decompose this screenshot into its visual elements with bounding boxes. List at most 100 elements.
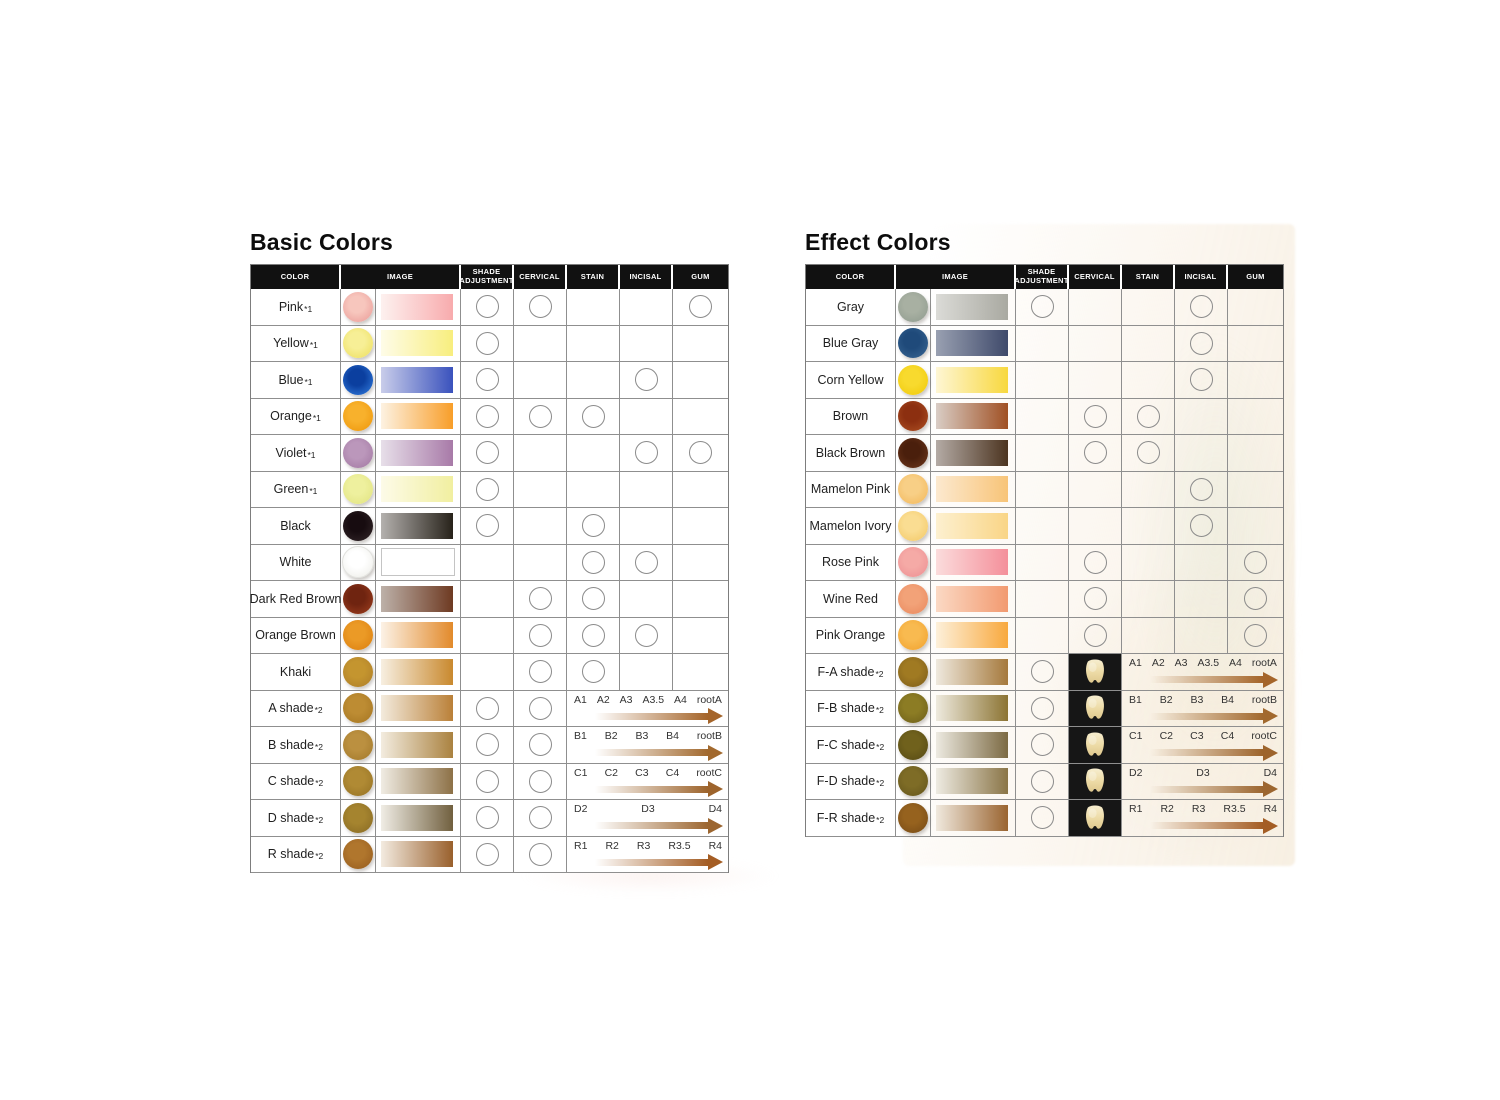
shade-step-label: C4 xyxy=(665,766,680,779)
cell-color-bar xyxy=(931,325,1016,362)
footnote-marker: *2 xyxy=(314,705,323,716)
color-dot xyxy=(343,328,373,359)
effect-row-f-c-shade: F-C shade*2 C1 C2 C3 C4 rootC xyxy=(806,727,1283,764)
cell-color-name: Gray xyxy=(806,289,896,326)
cell-gum xyxy=(673,398,728,435)
applicable-circle-stain xyxy=(581,587,605,611)
cell-cervical xyxy=(514,471,567,508)
column-header-image: IMAGE xyxy=(341,265,461,289)
applicable-circle-stain xyxy=(581,660,605,684)
color-dot xyxy=(898,583,928,614)
cell-color-dot xyxy=(896,800,931,837)
cell-color-dot xyxy=(896,690,931,727)
applicable-circle-shade_adjustment xyxy=(475,295,499,319)
cell-shade_adjustment xyxy=(1016,362,1069,399)
color-gradient-bar xyxy=(936,658,1008,685)
cell-color-name: Wine Red xyxy=(806,581,896,618)
shade-step-label: C3 xyxy=(635,766,649,779)
row-label: Brown xyxy=(832,409,869,424)
cell-gum xyxy=(673,617,728,654)
shade-arrow xyxy=(1128,708,1278,725)
color-dot xyxy=(343,693,373,724)
shade-step-label: B4 xyxy=(666,730,679,742)
cell-shade_adjustment xyxy=(461,836,514,873)
applicable-circle-stain xyxy=(581,404,605,428)
shade-arrow xyxy=(573,744,723,761)
cell-cervical xyxy=(1069,617,1122,654)
applicable-circle-cervical xyxy=(1083,587,1107,611)
cell-shade_adjustment xyxy=(1016,508,1069,545)
row-label: F-A shade*2 xyxy=(817,664,884,679)
color-dot xyxy=(898,656,928,687)
color-gradient-bar xyxy=(381,658,453,685)
cell-shade_adjustment xyxy=(461,508,514,545)
cell-color-dot xyxy=(341,398,376,435)
effect-colors-title: Effect Colors xyxy=(805,229,951,255)
cell-color-bar xyxy=(376,617,461,654)
cell-cervical xyxy=(514,800,567,837)
footnote-marker: *1 xyxy=(304,376,313,387)
cell-color-dot xyxy=(341,471,376,508)
shade-step-label: D2 xyxy=(1129,766,1143,779)
cell-color-bar xyxy=(931,289,1016,326)
cell-gum xyxy=(673,544,728,581)
cell-stain xyxy=(567,362,620,399)
effect-row-corn-yellow: Corn Yellow xyxy=(806,362,1283,399)
shade-step-label: R3.5 xyxy=(668,839,691,852)
shade-arrow-labels: A1 A2 A3 A3.5 A4 rootA xyxy=(573,694,723,707)
cell-shade-arrow: R1 R2 R3 R3.5 R4 xyxy=(1122,800,1283,837)
cell-color-dot xyxy=(341,325,376,362)
cell-shade_adjustment xyxy=(1016,690,1069,727)
color-gradient-bar xyxy=(381,476,453,503)
cell-shade-arrow: B1 B2 B3 B4 rootB xyxy=(1122,691,1283,727)
cell-incisal xyxy=(1175,544,1228,581)
cell-color-bar xyxy=(931,763,1016,800)
shade-step-label: R4 xyxy=(708,839,722,852)
applicable-circle-gum xyxy=(1244,623,1267,647)
cell-gum xyxy=(1228,326,1283,362)
cell-color-bar xyxy=(376,800,461,837)
cell-cervical xyxy=(514,398,567,435)
cell-color-dot xyxy=(341,289,376,326)
basic-row-white: White xyxy=(251,544,728,581)
color-gradient-bar xyxy=(936,293,1008,320)
color-dot xyxy=(343,656,373,687)
cell-gum xyxy=(673,581,728,618)
shade-step-label: rootC xyxy=(696,766,722,779)
color-gradient-bar xyxy=(381,366,453,393)
cell-cervical xyxy=(514,508,567,545)
color-dot xyxy=(898,766,928,797)
cell-shade_adjustment xyxy=(1016,654,1069,691)
effect-row-f-r-shade: F-R shade*2 R1 R2 R3 R3.5 R4 xyxy=(806,800,1283,837)
basic-row-r-shade: R shade*2 R1 R2 R3 R3.5 R4 xyxy=(251,836,728,873)
cell-color-dot xyxy=(341,508,376,545)
cell-color-dot xyxy=(341,690,376,727)
cell-color-name: Yellow*1 xyxy=(251,325,341,362)
cell-shade_adjustment xyxy=(461,654,514,691)
cell-color-name: Rose Pink xyxy=(806,544,896,581)
column-header-cervical: CERVICAL xyxy=(1069,265,1122,289)
arrow-head xyxy=(1263,781,1278,798)
color-gradient-bar xyxy=(936,731,1008,758)
applicable-circle-cervical xyxy=(528,623,552,647)
color-dot xyxy=(898,693,928,724)
color-dot xyxy=(343,510,373,541)
arrow-head xyxy=(1263,708,1278,725)
shade-step-label: R2 xyxy=(1160,803,1174,815)
applicable-circle-incisal xyxy=(1189,477,1213,501)
basic-colors-title: Basic Colors xyxy=(250,229,394,255)
cell-shade_adjustment xyxy=(461,362,514,399)
column-header-stain: STAIN xyxy=(567,265,620,289)
cell-incisal xyxy=(1175,508,1228,545)
footnote-marker: *2 xyxy=(875,705,884,716)
cell-color-name: Violet*1 xyxy=(251,435,341,472)
shade-step-label: C2 xyxy=(1159,730,1174,742)
applicable-circle-shade_adjustment xyxy=(475,441,499,465)
cell-color-name: Pink Orange xyxy=(806,617,896,654)
cell-gum xyxy=(1228,581,1283,618)
color-gradient-bar xyxy=(381,804,453,831)
cell-color-bar xyxy=(931,581,1016,618)
cell-shade-arrow: R1 R2 R3 R3.5 R4 xyxy=(567,836,728,873)
cell-shade-arrow: A1 A2 A3 A3.5 A4 rootA xyxy=(1122,654,1283,691)
cell-shade_adjustment xyxy=(461,581,514,618)
